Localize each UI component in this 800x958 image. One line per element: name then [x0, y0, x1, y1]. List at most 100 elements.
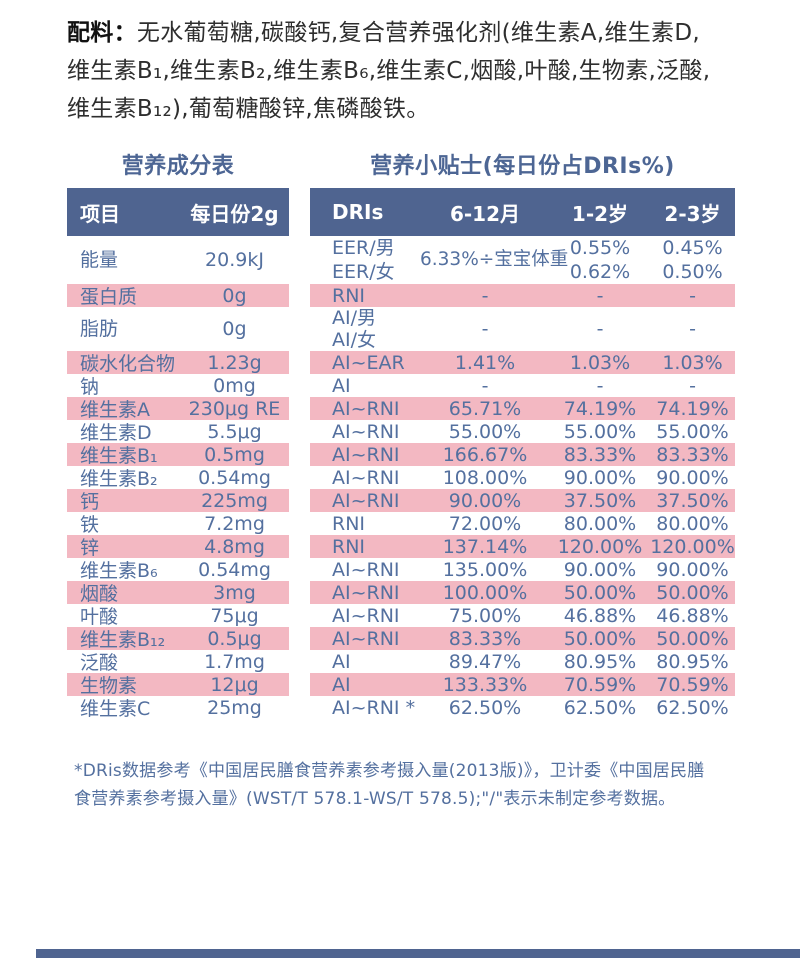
nutrient-amount: 7.2mg: [204, 512, 265, 535]
dris-type: AI~RNI *: [332, 696, 416, 719]
dris-row: RNI - - -: [310, 284, 735, 307]
nutrition-facts-table: 营养成分表 项目 每日份2g 能量 20.9kJ 蛋白质 0g 脂肪 0g 碳水化合物 1.2…: [67, 150, 289, 721]
nutrient-row: 维生素B₂ 0.54mg: [67, 466, 289, 491]
dris-type: AI~RNI: [332, 627, 400, 650]
pct-6-12-months: 100.00%: [442, 581, 528, 604]
pct-6-12-months: -: [481, 374, 489, 397]
nutrient-amount: 0.54mg: [198, 466, 271, 489]
nutrient-row: 蛋白质 0g: [67, 284, 289, 308]
nutrition-facts-rows: 能量 20.9kJ 蛋白质 0g 脂肪 0g 碳水化合物 1.23g 钠 0mg 维生素A 230μg…: [67, 236, 289, 721]
nutrient-name: 铁: [80, 514, 100, 536]
dris-row: AI~RNI * 62.50% 62.50% 62.50%: [310, 696, 735, 719]
pct-2-3-years: 74.19%: [656, 397, 729, 420]
nutrient-row: 锌 4.8mg: [67, 535, 289, 559]
nutrient-row: 维生素B₁₂ 0.5μg: [67, 627, 289, 651]
dris-row: AI 133.33% 70.59% 70.59%: [310, 673, 735, 696]
dris-row: AI~RNI 100.00% 50.00% 50.00%: [310, 581, 735, 604]
pct-1-2-years: 83.33%: [563, 443, 637, 466]
dris-type: AI~RNI: [332, 489, 400, 512]
nutrient-amount: 0.5mg: [204, 443, 265, 466]
pct-2-3-years: 0.45% 0.50%: [662, 237, 723, 283]
pct-2-3-years: 83.33%: [656, 443, 729, 466]
nutrient-amount: 75μg: [210, 604, 259, 627]
dris-type: AI~RNI: [332, 581, 400, 604]
pct-1-2-years: 70.59%: [563, 673, 637, 696]
dris-tips-title: 营养小贴士(每日份占DRIs%): [370, 154, 675, 179]
col-header-dris: DRIs: [332, 200, 384, 224]
nutrient-name: 维生素B₁₂: [80, 629, 166, 651]
pct-1-2-years: -: [596, 374, 604, 397]
nutrient-amount: 3mg: [213, 581, 256, 604]
footnote-text: *DRis数据参考《中国居民膳食营养素参考摄入量(2013版)》，卫计委《中国居…: [74, 761, 705, 809]
nutrient-amount: 0mg: [213, 374, 256, 397]
nutrient-row: 烟酸 3mg: [67, 581, 289, 605]
pct-6-12-months: 62.50%: [448, 696, 522, 719]
pct-2-3-years: 1.03%: [662, 351, 723, 374]
nutrient-name: 维生素B₂: [80, 468, 158, 490]
nutrient-name: 叶酸: [80, 606, 119, 628]
nutrient-amount: 20.9kJ: [205, 249, 264, 271]
pct-1-2-years: 90.00%: [563, 558, 637, 581]
pct-6-12-months: 75.00%: [448, 604, 522, 627]
dris-row: AI~RNI 90.00% 37.50% 37.50%: [310, 489, 735, 512]
dris-row: AI~RNI 83.33% 50.00% 50.00%: [310, 627, 735, 650]
pct-2-3-years: 50.00%: [656, 627, 729, 650]
dris-type: AI~RNI: [332, 443, 400, 466]
pct-1-2-years: 46.88%: [563, 604, 637, 627]
pct-6-12-months: 6.33%÷宝宝体重: [420, 249, 569, 270]
nutrient-amount: 0g: [222, 318, 247, 340]
nutrient-name: 维生素C: [80, 698, 151, 720]
col-header-item: 项目: [80, 201, 120, 226]
pct-6-12-months: 55.00%: [448, 420, 522, 443]
pct-6-12-months: 1.41%: [454, 351, 516, 374]
pct-2-3-years: 90.00%: [656, 558, 729, 581]
pct-2-3-years: 90.00%: [656, 466, 729, 489]
nutrient-row: 维生素B₆ 0.54mg: [67, 558, 289, 583]
pct-1-2-years: -: [596, 284, 604, 307]
dris-row: AI~RNI 55.00% 55.00% 55.00%: [310, 420, 735, 443]
nutrient-name: 脂肪: [80, 318, 119, 340]
nutrient-amount: 4.8mg: [204, 535, 265, 558]
dris-row: RNI 137.14% 120.00% 120.00%: [310, 535, 735, 558]
dris-type: AI~RNI: [332, 558, 400, 581]
pct-2-3-years: -: [689, 284, 696, 307]
nutrient-row: 脂肪 0g: [67, 307, 289, 351]
pct-1-2-years: 80.95%: [563, 650, 637, 673]
nutrient-row: 铁 7.2mg: [67, 512, 289, 537]
pct-6-12-months: 83.33%: [448, 627, 522, 650]
pct-6-12-months: 135.00%: [442, 558, 528, 581]
dris-row: AI - - -: [310, 374, 735, 397]
nutrition-facts-header-row: 项目 每日份2g: [67, 188, 289, 236]
col-header-1-2-years: 1-2岁: [571, 201, 629, 226]
dris-type: AI~RNI: [332, 397, 400, 420]
pct-2-3-years: 70.59%: [656, 673, 729, 696]
dris-row: AI~EAR 1.41% 1.03% 1.03%: [310, 351, 735, 374]
dris-type: RNI: [332, 535, 366, 558]
pct-2-3-years: 50.00%: [656, 581, 729, 604]
dris-row: AI~RNI 135.00% 90.00% 90.00%: [310, 558, 735, 581]
dris-row: AI~RNI 166.67% 83.33% 83.33%: [310, 443, 735, 466]
next-section-bar: [36, 949, 800, 958]
nutrient-amount: 1.23g: [207, 351, 262, 374]
pct-6-12-months: 89.47%: [448, 650, 522, 673]
nutrient-amount: 225mg: [201, 489, 268, 512]
pct-1-2-years: 74.19%: [563, 397, 637, 420]
nutrient-row: 维生素C 25mg: [67, 696, 289, 721]
nutrient-name: 蛋白质: [80, 286, 138, 308]
dris-tips-table: 营养小贴士(每日份占DRIs%) DRIs 6-12月 1-2岁 2-3岁 EE…: [310, 150, 735, 719]
nutrient-name: 钙: [80, 491, 100, 513]
nutrition-info-panel: 配料：无水葡萄糖,碳酸钙,复合营养强化剂(维生素A,维生素D, 维生素B₁,维生…: [0, 14, 800, 958]
nutrient-name: 能量: [80, 249, 119, 271]
nutrient-amount: 1.7mg: [204, 650, 265, 673]
col-header-2-3-years: 2-3岁: [664, 201, 721, 226]
pct-2-3-years: 80.95%: [656, 650, 729, 673]
dris-row: AI 89.47% 80.95% 80.95%: [310, 650, 735, 673]
dris-type: AI/男 AI/女: [332, 307, 377, 351]
dris-header-row: DRIs 6-12月 1-2岁 2-3岁: [310, 188, 735, 236]
dris-type: AI: [332, 673, 351, 696]
nutrient-amount: 230μg RE: [188, 397, 281, 420]
nutrient-amount: 5.5μg: [207, 420, 262, 443]
pct-1-2-years: 80.00%: [563, 512, 637, 535]
dris-row: AI/男 AI/女 - - -: [310, 307, 735, 351]
nutrient-row: 碳水化合物 1.23g: [67, 351, 289, 375]
